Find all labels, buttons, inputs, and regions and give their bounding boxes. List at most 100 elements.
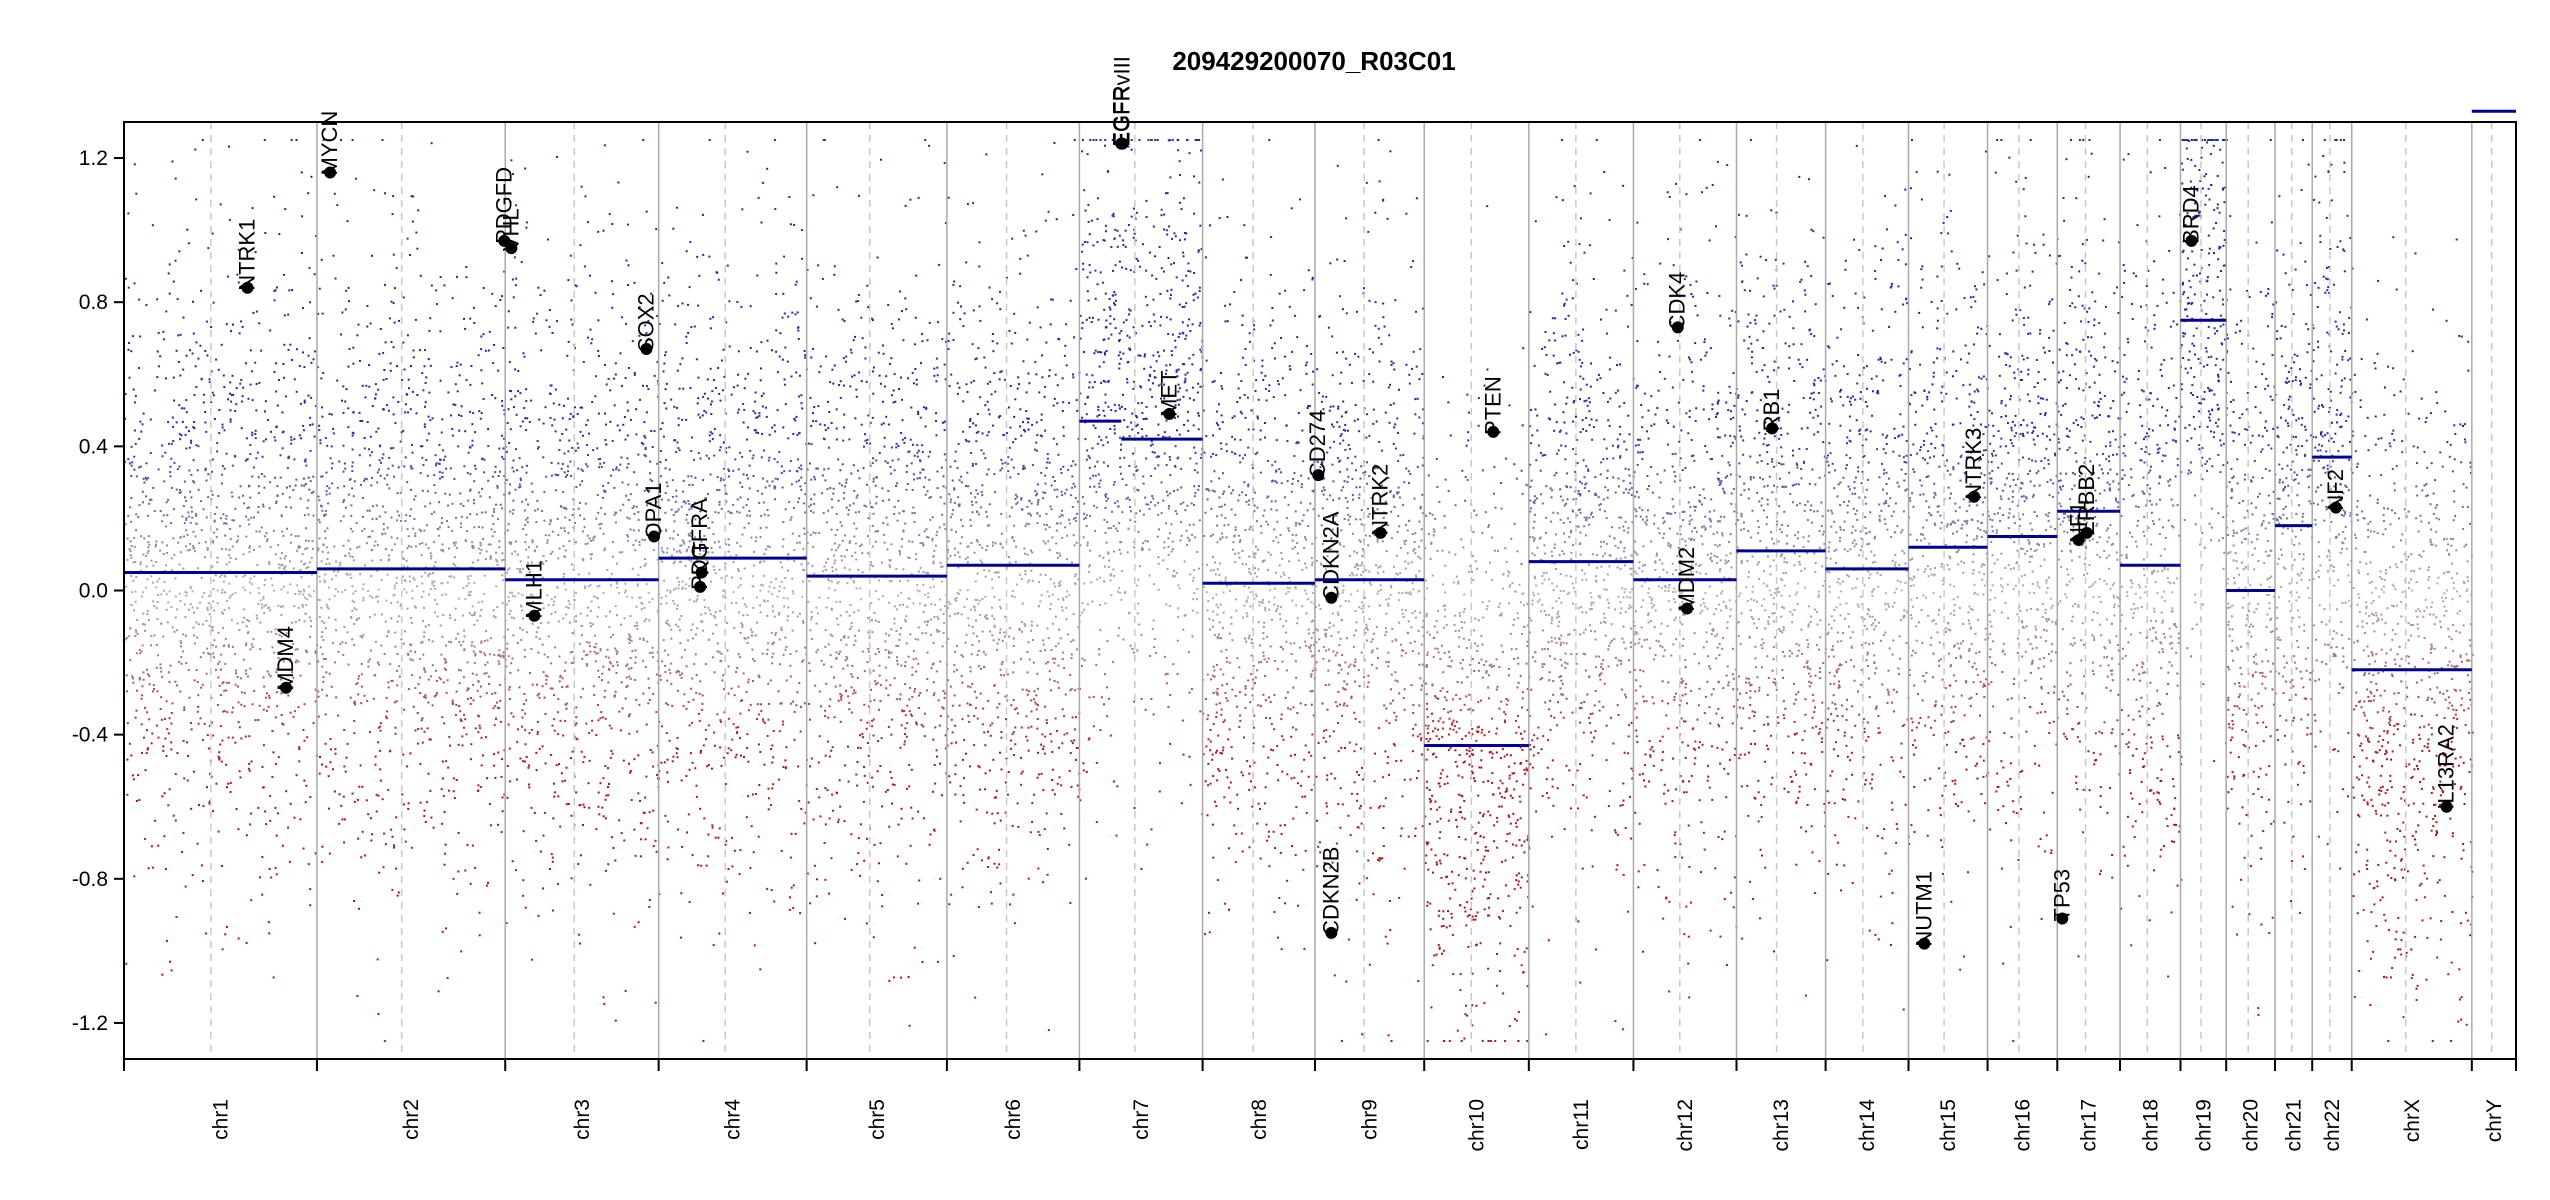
- probe-point: [183, 535, 185, 538]
- probe-point: [941, 580, 944, 583]
- probe-point: [228, 561, 231, 564]
- probe-point: [134, 394, 137, 397]
- probe-point: [369, 535, 371, 538]
- probe-point: [549, 520, 552, 523]
- probe-point: [697, 538, 700, 541]
- probe-point: [715, 623, 718, 626]
- probe-point: [524, 743, 527, 746]
- probe-point: [496, 606, 499, 609]
- probe-point: [612, 847, 615, 849]
- probe-point: [290, 506, 293, 509]
- probe-point: [815, 606, 818, 609]
- probe-point: [312, 514, 315, 517]
- probe-point: [748, 464, 751, 467]
- probe-point: [831, 809, 834, 812]
- probe-point: [421, 582, 424, 585]
- probe-point: [847, 513, 850, 516]
- probe-point: [397, 401, 400, 403]
- probe-point: [554, 791, 557, 794]
- probe-point: [521, 420, 524, 423]
- probe-point: [766, 600, 769, 602]
- probe-point: [295, 139, 298, 141]
- probe-point: [858, 477, 861, 480]
- probe-point: [178, 250, 181, 253]
- probe-point: [263, 139, 266, 141]
- probe-point: [727, 550, 730, 553]
- probe-point: [646, 640, 649, 643]
- probe-point: [851, 675, 854, 678]
- probe-point: [353, 700, 356, 703]
- probe-point: [773, 139, 776, 141]
- probe-point: [384, 843, 387, 846]
- probe-point: [825, 561, 828, 564]
- probe-point: [487, 445, 490, 448]
- probe-point: [183, 706, 186, 709]
- probe-point: [235, 672, 237, 675]
- probe-point: [430, 554, 433, 557]
- probe-point: [583, 755, 586, 758]
- probe-point: [372, 697, 375, 700]
- probe-point: [491, 692, 494, 695]
- probe-point: [726, 752, 729, 755]
- probe-point: [516, 469, 518, 472]
- probe-point: [593, 646, 596, 648]
- probe-point: [840, 524, 843, 527]
- probe-point: [479, 786, 482, 788]
- probe-point: [739, 496, 742, 499]
- probe-point: [215, 506, 218, 509]
- probe-point: [853, 535, 856, 538]
- probe-point: [758, 743, 760, 746]
- probe-point: [168, 590, 171, 593]
- probe-point: [622, 759, 625, 762]
- probe-point: [125, 585, 128, 588]
- probe-point: [126, 793, 129, 796]
- probe-point: [690, 475, 693, 478]
- probe-point: [381, 457, 384, 460]
- probe-point: [738, 611, 740, 614]
- probe-point: [655, 850, 658, 853]
- probe-point: [480, 549, 483, 551]
- probe-point: [248, 769, 251, 772]
- probe-point: [293, 378, 296, 381]
- probe-point: [302, 593, 305, 596]
- probe-point: [636, 730, 639, 733]
- probe-point: [345, 289, 348, 292]
- probe-point: [240, 400, 243, 403]
- probe-point: [508, 541, 511, 544]
- probe-point: [135, 529, 137, 532]
- probe-point: [438, 501, 441, 504]
- probe-point: [371, 451, 373, 454]
- probe-point: [411, 674, 414, 677]
- probe-point: [333, 790, 336, 793]
- probe-point: [687, 500, 690, 502]
- probe-point: [926, 689, 928, 692]
- probe-point: [645, 411, 648, 414]
- probe-point: [465, 585, 468, 587]
- probe-point: [193, 481, 196, 484]
- probe-point: [918, 534, 921, 537]
- probe-point: [648, 899, 651, 901]
- probe-point: [174, 577, 177, 580]
- probe-point: [433, 484, 436, 487]
- probe-point: [258, 530, 261, 533]
- probe-point: [310, 573, 313, 576]
- probe-point: [766, 648, 769, 651]
- probe-point: [368, 509, 371, 512]
- probe-point: [186, 779, 189, 782]
- probe-point: [675, 747, 678, 750]
- probe-point: [904, 727, 907, 730]
- probe-point: [477, 601, 480, 604]
- probe-point: [395, 267, 398, 270]
- probe-point: [159, 510, 162, 512]
- probe-point: [147, 477, 150, 480]
- probe-point: [677, 424, 680, 427]
- probe-point: [508, 686, 511, 688]
- probe-point: [742, 672, 745, 675]
- probe-point: [680, 560, 682, 563]
- probe-point: [240, 378, 243, 381]
- probe-point: [506, 529, 509, 532]
- probe-point: [694, 653, 697, 656]
- probe-point: [153, 634, 156, 637]
- probe-point: [469, 473, 472, 476]
- probe-point: [553, 782, 555, 785]
